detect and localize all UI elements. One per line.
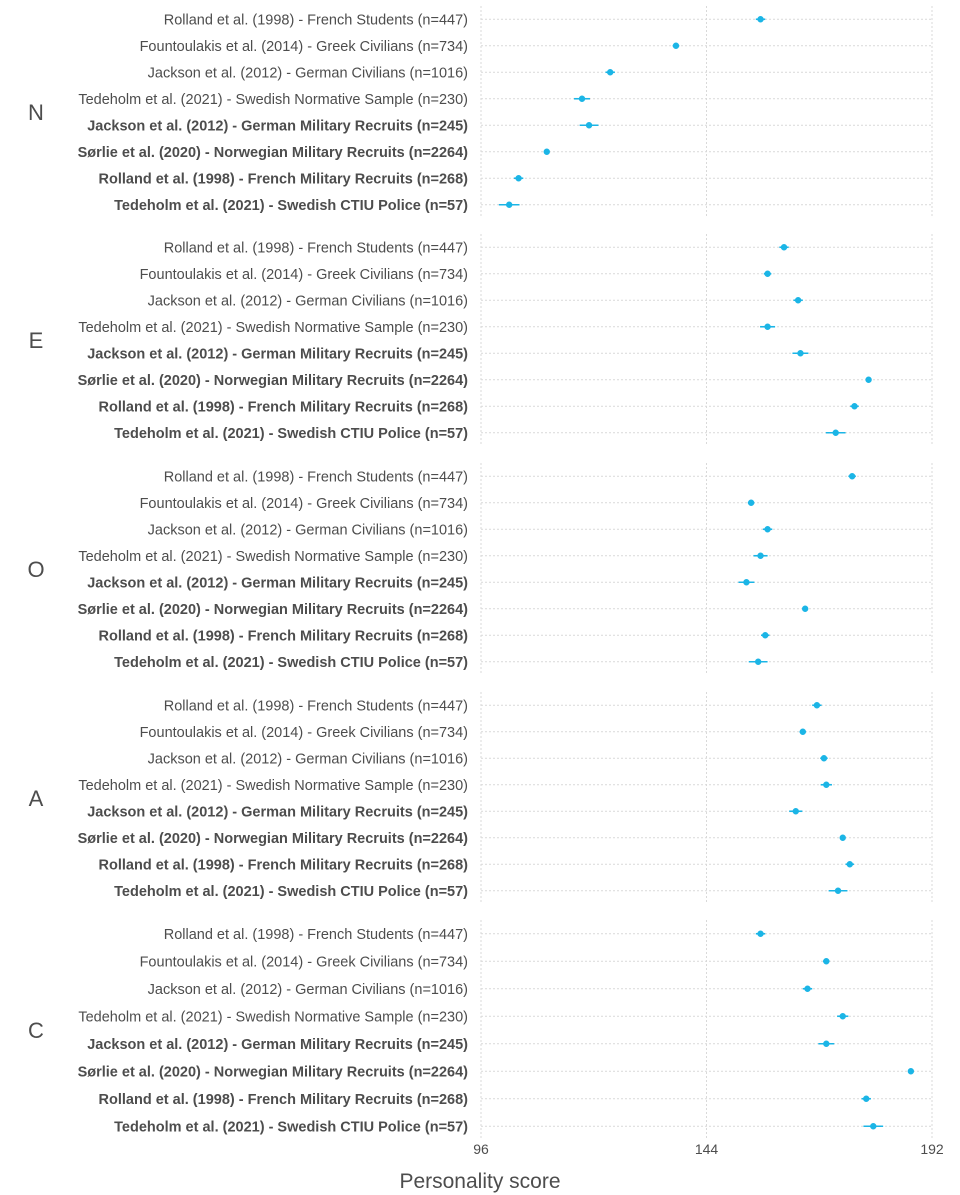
study-label: Fountoulakis et al. (2014) - Greek Civil… (140, 267, 468, 283)
point-estimate (757, 552, 764, 559)
point-estimate (792, 808, 799, 815)
point-estimate (794, 297, 802, 304)
study-label: Jackson et al. (2012) - German Civilians… (148, 751, 468, 767)
study-label: Sørlie et al. (2020) - Norwegian Militar… (78, 1064, 469, 1080)
point-estimate (764, 270, 771, 277)
study-label: Rolland et al. (1998) - French Military … (99, 1092, 469, 1108)
facet-labels: N E O A C (27, 100, 44, 1043)
facet-label: O (27, 557, 44, 582)
point-estimate (578, 95, 586, 102)
study-label: Rolland et al. (1998) - French Military … (99, 399, 469, 415)
point-estimate (813, 702, 821, 709)
point-estimate (839, 1013, 846, 1020)
study-label: Tedeholm et al. (2021) - Swedish Normati… (78, 549, 468, 565)
study-label: Tedeholm et al. (2021) - Swedish CTIU Po… (114, 884, 468, 900)
study-label: Rolland et al. (1998) - French Military … (99, 628, 469, 644)
study-label: Fountoulakis et al. (2014) - Greek Civil… (140, 954, 468, 970)
study-label: Rolland et al. (1998) - French Students … (164, 698, 468, 714)
study-labels: Rolland et al. (1998) - French Students … (78, 12, 469, 1135)
study-label: Rolland et al. (1998) - French Students … (164, 927, 468, 943)
study-label: Sørlie et al. (2020) - Norwegian Militar… (78, 145, 469, 161)
x-axis: 96 144 192 (473, 1141, 944, 1157)
study-label: Fountoulakis et al. (2014) - Greek Civil… (140, 39, 468, 55)
study-label: Jackson et al. (2012) - German Military … (87, 575, 468, 591)
point-estimate (823, 1040, 830, 1047)
point-estimate (839, 834, 846, 841)
point-estimate (757, 16, 764, 23)
point-estimate (757, 930, 764, 937)
facet-label: N (28, 100, 44, 125)
estimates (498, 16, 915, 1130)
x-tick-label: 192 (920, 1141, 944, 1157)
study-label: Jackson et al. (2012) - German Civilians… (148, 982, 468, 998)
study-label: Tedeholm et al. (2021) - Swedish CTIU Po… (114, 426, 468, 442)
point-estimate (797, 350, 804, 357)
study-label: Sørlie et al. (2020) - Norwegian Militar… (78, 831, 469, 847)
study-label: Tedeholm et al. (2021) - Swedish CTIU Po… (114, 655, 468, 671)
point-estimate (606, 69, 614, 76)
point-estimate (764, 323, 771, 330)
point-estimate (515, 175, 522, 182)
study-label: Tedeholm et al. (2021) - Swedish Normati… (78, 320, 468, 336)
point-estimate (543, 148, 550, 155)
grid-lines (480, 6, 933, 1140)
point-estimate (505, 201, 513, 208)
point-estimate (834, 887, 842, 894)
study-label: Tedeholm et al. (2021) - Swedish CTIU Po… (114, 1119, 468, 1135)
study-label: Rolland et al. (1998) - French Military … (99, 857, 469, 873)
study-label: Tedeholm et al. (2021) - Swedish Normati… (78, 778, 468, 794)
point-estimate (780, 244, 788, 251)
study-label: Jackson et al. (2012) - German Military … (87, 804, 468, 820)
point-estimate (764, 526, 771, 533)
study-label: Sørlie et al. (2020) - Norwegian Militar… (78, 373, 469, 389)
facet-label: C (28, 1018, 44, 1043)
point-estimate (823, 958, 830, 965)
point-estimate (851, 403, 858, 410)
point-estimate (848, 473, 856, 480)
study-label: Jackson et al. (2012) - German Military … (87, 1037, 468, 1053)
study-label: Tedeholm et al. (2021) - Swedish CTIU Po… (114, 198, 468, 214)
point-estimate (863, 1095, 870, 1102)
point-estimate (754, 658, 762, 665)
study-label: Rolland et al. (1998) - French Military … (99, 171, 469, 187)
study-label: Jackson et al. (2012) - German Military … (87, 346, 468, 362)
study-label: Jackson et al. (2012) - German Civilians… (148, 522, 468, 538)
point-estimate (804, 985, 811, 992)
x-tick-label: 144 (695, 1141, 719, 1157)
facet-label: E (29, 328, 44, 353)
study-label: Jackson et al. (2012) - German Civilians… (148, 293, 468, 309)
study-label: Rolland et al. (1998) - French Students … (164, 469, 468, 485)
point-estimate (865, 376, 872, 383)
study-label: Jackson et al. (2012) - German Civilians… (148, 65, 468, 81)
study-label: Rolland et al. (1998) - French Students … (164, 12, 468, 28)
study-label: Jackson et al. (2012) - German Military … (87, 118, 468, 134)
point-estimate (801, 605, 809, 612)
point-estimate (747, 499, 755, 506)
point-estimate (799, 728, 807, 735)
study-label: Sørlie et al. (2020) - Norwegian Militar… (78, 602, 469, 618)
study-label: Rolland et al. (1998) - French Students … (164, 240, 468, 256)
point-estimate (832, 429, 839, 436)
point-estimate (585, 122, 593, 129)
point-estimate (820, 755, 828, 762)
study-label: Tedeholm et al. (2021) - Swedish Normati… (78, 1009, 468, 1025)
point-estimate (762, 632, 769, 639)
study-label: Tedeholm et al. (2021) - Swedish Normati… (78, 92, 468, 108)
point-estimate (743, 579, 750, 586)
point-estimate (672, 42, 680, 49)
x-axis-title: Personality score (399, 1170, 560, 1193)
study-label: Fountoulakis et al. (2014) - Greek Civil… (140, 725, 468, 741)
facet-label: A (29, 786, 44, 811)
point-estimate (846, 861, 853, 868)
point-estimate (823, 781, 830, 788)
point-estimate (870, 1123, 877, 1130)
study-label: Fountoulakis et al. (2014) - Greek Civil… (140, 496, 468, 512)
point-estimate (907, 1068, 915, 1075)
x-tick-label: 96 (473, 1141, 489, 1157)
